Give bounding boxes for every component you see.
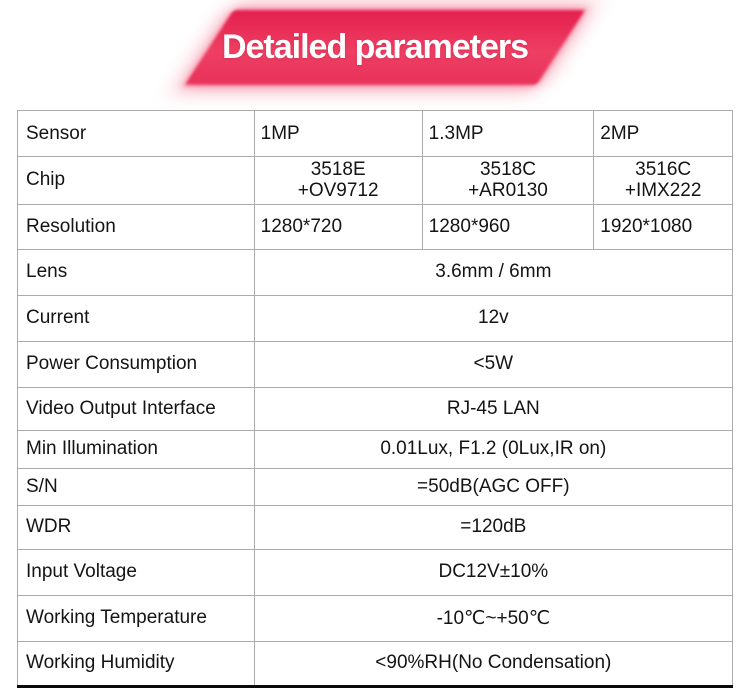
spec-label-cell: Min Illumination bbox=[17, 429, 255, 469]
spec-label-cell: S/N bbox=[17, 467, 255, 506]
spec-value-cell: 3518C +AR0130 bbox=[421, 156, 595, 205]
spec-value-cell: 2MP bbox=[593, 110, 733, 157]
page-title: Detailed parameters bbox=[221, 28, 529, 66]
table-row: Working Temperature -10℃~+50℃ bbox=[17, 594, 734, 642]
table-row: Lens 3.6mm / 6mm bbox=[17, 248, 734, 296]
table-row: S/N =50dB(AGC OFF) bbox=[17, 467, 734, 506]
spec-value-cell: =50dB(AGC OFF) bbox=[253, 467, 734, 506]
spec-label-cell: Power Consumption bbox=[17, 340, 255, 388]
spec-label-cell: Chip bbox=[17, 156, 255, 205]
spec-table-body: Sensor 1MP 1.3MP 2MP Chip 3518E +OV9712 3518C +A… bbox=[17, 110, 734, 688]
spec-value-cell: =120dB bbox=[253, 504, 734, 550]
spec-value-cell: 1MP bbox=[253, 110, 423, 157]
table-row: Input Voltage DC12V±10% bbox=[17, 548, 734, 596]
spec-label-cell: Resolution bbox=[17, 203, 255, 250]
spec-value-cell: 1280*720 bbox=[253, 203, 423, 250]
table-row: Resolution 1280*720 1280*960 1920*1080 bbox=[17, 203, 733, 250]
spec-label-cell: Sensor bbox=[17, 110, 255, 157]
spec-value-cell: 1920*1080 bbox=[593, 203, 733, 250]
spec-value-cell: 1280*960 bbox=[421, 203, 595, 250]
table-row: Chip 3518E +OV9712 3518C +AR0130 3516C +IMX222 bbox=[17, 156, 733, 205]
spec-value-cell: RJ-45 LAN bbox=[253, 386, 734, 431]
spec-value-cell: 1.3MP bbox=[421, 110, 595, 157]
spec-value-cell: 3516C +IMX222 bbox=[593, 156, 733, 205]
table-row: Current 12v bbox=[17, 294, 734, 342]
spec-label-cell: Working Humidity bbox=[17, 640, 255, 688]
spec-label-cell: WDR bbox=[17, 504, 255, 550]
spec-label-cell: Input Voltage bbox=[17, 548, 255, 596]
table-row: Min Illumination 0.01Lux, F1.2 (0Lux,IR o… bbox=[17, 429, 734, 469]
spec-table: Sensor 1MP 1.3MP 2MP Chip 3518E +OV9712 3518C +A… bbox=[17, 110, 734, 688]
spec-label-cell: Video Output Interface bbox=[17, 386, 255, 431]
spec-label-cell: Current bbox=[17, 294, 255, 342]
spec-value-cell: 0.01Lux, F1.2 (0Lux,IR on) bbox=[253, 429, 734, 469]
spec-value-cell: DC12V±10% bbox=[253, 548, 734, 596]
spec-value-cell: <5W bbox=[253, 340, 734, 388]
spec-label-cell: Lens bbox=[17, 248, 255, 296]
spec-value-cell: 3518E +OV9712 bbox=[253, 156, 423, 205]
spec-value-cell: 3.6mm / 6mm bbox=[253, 248, 734, 296]
table-row: Sensor 1MP 1.3MP 2MP bbox=[17, 110, 733, 157]
spec-value-cell: <90%RH(No Condensation) bbox=[253, 640, 734, 688]
spec-value-cell: -10℃~+50℃ bbox=[253, 594, 734, 642]
spec-value-cell: 12v bbox=[253, 294, 734, 342]
table-row: Working Humidity <90%RH(No Condensation) bbox=[17, 640, 734, 688]
table-row: Video Output Interface RJ-45 LAN bbox=[17, 386, 734, 431]
table-row: Power Consumption <5W bbox=[17, 340, 734, 388]
spec-label-cell: Working Temperature bbox=[17, 594, 255, 642]
table-row: WDR =120dB bbox=[17, 504, 734, 550]
